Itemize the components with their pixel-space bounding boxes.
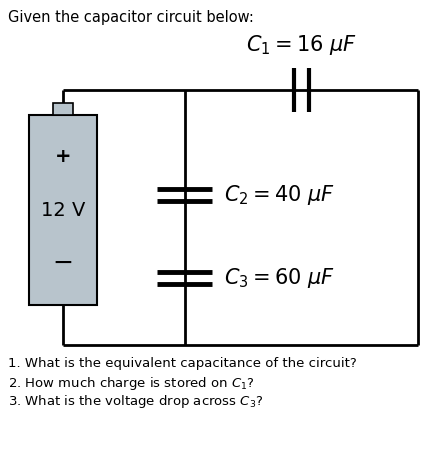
FancyBboxPatch shape — [53, 103, 73, 115]
Text: −: − — [53, 251, 74, 275]
Text: +: + — [55, 147, 72, 166]
Text: $C_2 = 40\ \mu F$: $C_2 = 40\ \mu F$ — [224, 183, 335, 207]
FancyBboxPatch shape — [29, 115, 97, 305]
Text: Given the capacitor circuit below:: Given the capacitor circuit below: — [8, 10, 254, 25]
Text: $C_3 = 60\ \mu F$: $C_3 = 60\ \mu F$ — [224, 266, 335, 290]
Text: 1. What is the equivalent capacitance of the circuit?: 1. What is the equivalent capacitance of… — [8, 357, 357, 370]
Text: 3. What is the voltage drop across $C_3$?: 3. What is the voltage drop across $C_3$… — [8, 393, 263, 410]
Text: $C_1 = 16\ \mu F$: $C_1 = 16\ \mu F$ — [246, 33, 357, 57]
Text: 2. How much charge is stored on $C_1$?: 2. How much charge is stored on $C_1$? — [8, 375, 255, 392]
Text: 12 V: 12 V — [41, 201, 85, 219]
